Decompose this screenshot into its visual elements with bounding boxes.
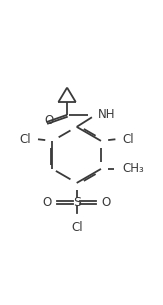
Text: Cl: Cl	[19, 133, 31, 146]
Text: NH: NH	[97, 108, 115, 121]
Text: CH₃: CH₃	[123, 163, 144, 175]
Text: S: S	[73, 196, 81, 209]
Text: Cl: Cl	[71, 221, 82, 234]
Text: O: O	[45, 114, 54, 127]
Text: O: O	[43, 196, 52, 209]
Text: O: O	[102, 196, 111, 209]
Text: Cl: Cl	[123, 133, 134, 146]
